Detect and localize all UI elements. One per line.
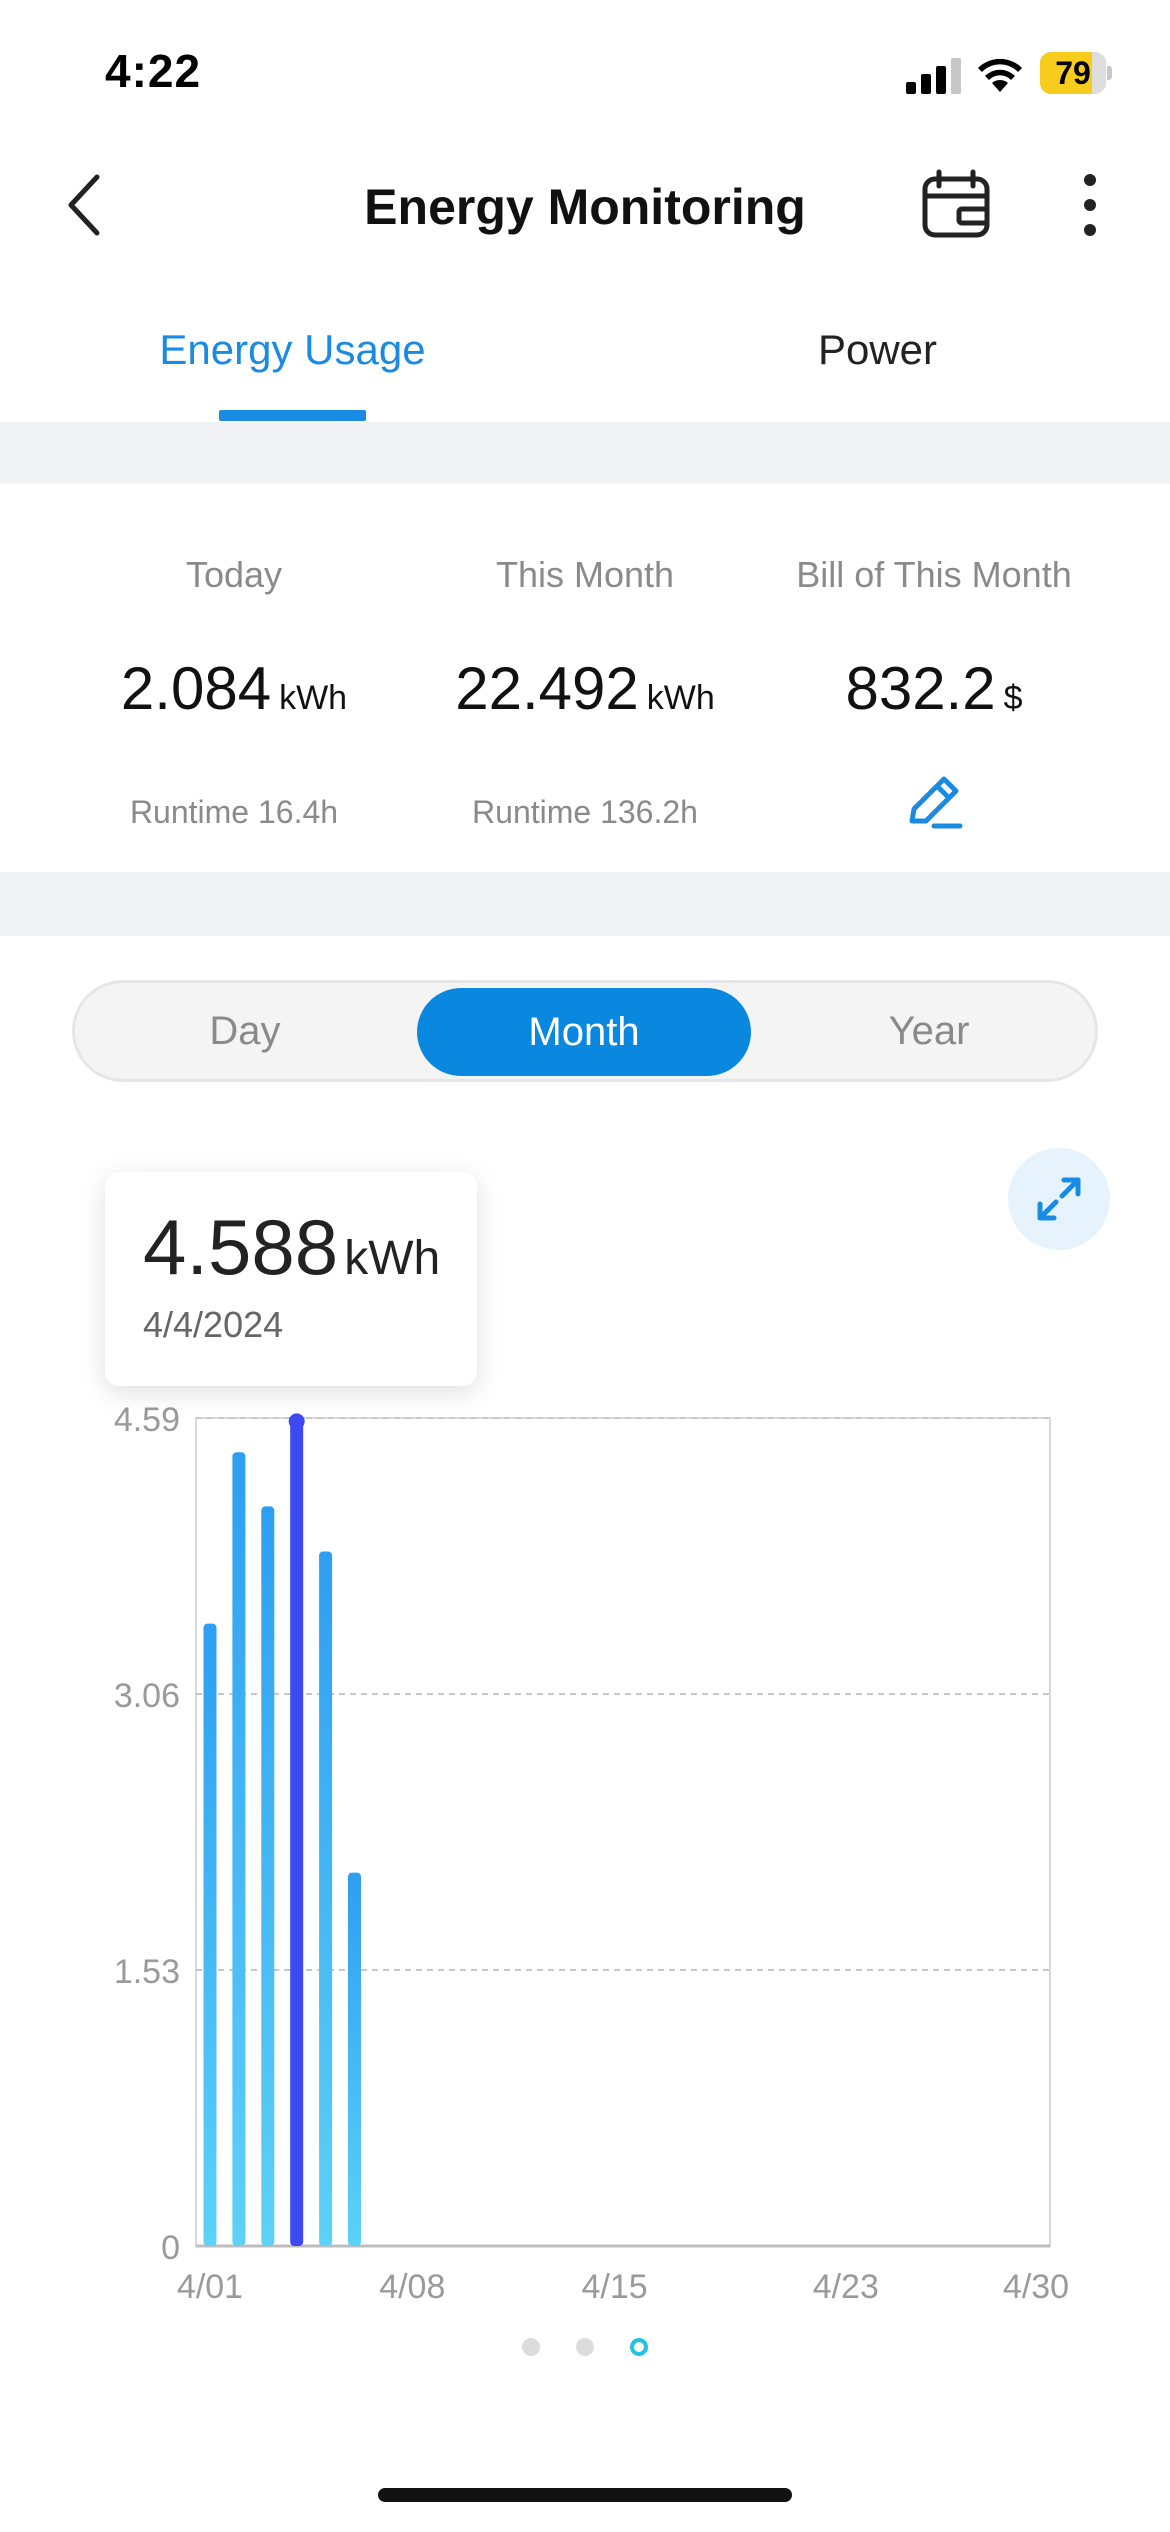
section-divider-2 [0,872,1170,936]
summary-bill-value: 832.2 [845,655,996,722]
battery-fill [1040,52,1093,94]
wifi-icon [978,58,1022,92]
x-tick-label: 4/30 [1003,2268,1069,2306]
chart-bar [203,1623,217,2246]
x-tick-label: 4/23 [813,2268,879,2306]
summary-today-label: Today [185,554,283,595]
expand-icon [1037,1177,1081,1221]
calendar-icon [922,169,990,238]
chart-bar [348,1872,361,2246]
pager-dot-active [630,2338,648,2356]
back-button[interactable] [50,170,120,240]
status-bar: 4:22 79 [0,0,1170,150]
active-tab-indicator [219,410,366,421]
energy-usage-chart: 0 1.53 3.06 4.59 4/01 4/08 4/15 4/23 4/30 [0,1300,1170,2380]
tooltip-value: 4.588 [143,1203,339,1291]
summary-month-value: 22.492 [455,655,639,722]
section-divider [0,422,1170,484]
range-option-month[interactable]: Month [417,988,751,1076]
page-title: Energy Monitoring [364,179,806,235]
home-indicator[interactable] [378,2488,792,2502]
summary-bill-value-row: 832.2 $ [754,654,1114,723]
chart-bar [232,1452,246,2246]
expand-chart-button[interactable] [1008,1148,1110,1250]
x-tick-label: 4/08 [379,2268,445,2306]
y-tick-label: 4.59 [114,1401,180,1439]
more-options-button[interactable] [1060,170,1120,240]
summary-today-runtime: Runtime 16.4h [129,794,339,830]
summary-today-value-row: 2.084 kWh [54,654,414,723]
summary-bill-unit: $ [1003,679,1023,717]
battery-indicator: 79 [1040,52,1112,94]
chart-bar [261,1506,275,2246]
range-option-year[interactable]: Year [888,1009,970,1053]
navigation-bar: Energy Monitoring [0,150,1170,270]
y-tick-label: 0 [161,2229,180,2267]
calendar-button[interactable] [918,166,994,242]
summary-bill-label: Bill of This Month [796,554,1072,595]
chevron-left-icon [68,174,100,236]
edit-bill-button[interactable] [899,766,969,836]
tooltip-unit: kWh [344,1232,441,1285]
pager-dot [576,2338,594,2356]
chart-tooltip: 4.588 kWh 4/4/2024 [105,1172,477,1386]
battery-body: 79 [1040,52,1106,94]
highlighted-bar [290,1418,304,2246]
y-tick-label: 1.53 [114,1953,180,1991]
x-tick-label: 4/01 [177,2268,243,2306]
summary-today-value: 2.084 [120,655,272,722]
energy-bar-chart: 0 1.53 3.06 4.59 4/01 4/08 4/15 4/23 4/30 [114,1401,1069,2356]
more-vertical-icon [1084,174,1096,236]
summary-today-unit: kWh [279,679,348,717]
status-time: 4:22 [105,45,202,97]
tooltip-date: 4/4/2024 [143,1304,284,1345]
y-tick-label: 3.06 [114,1677,180,1715]
range-option-day[interactable]: Day [209,1009,281,1053]
summary-month-unit: kWh [646,679,715,717]
battery-tip [1107,66,1112,80]
tab-energy-usage[interactable]: Energy Usage [159,326,426,373]
summary-month-label: This Month [495,554,675,595]
highlight-marker [288,1413,305,1430]
x-tick-label: 4/15 [582,2268,648,2306]
chart-bar [319,1551,333,2246]
summary-month-value-row: 22.492 kWh [405,654,765,723]
tab-power[interactable]: Power [817,326,938,373]
summary-month-runtime: Runtime 136.2h [472,794,698,830]
range-selector: Day Month Year [72,980,1098,1082]
view-tabs: Energy Usage Power [0,300,1170,422]
pager-dot [522,2338,540,2356]
cellular-signal-icon [906,58,961,94]
energy-summary: Today 2.084 kWh Runtime 16.4h This Month … [0,484,1170,872]
battery-label: 79 [1055,55,1091,91]
pencil-icon [909,776,963,829]
tooltip-value-row: 4.588 kWh [143,1202,440,1293]
